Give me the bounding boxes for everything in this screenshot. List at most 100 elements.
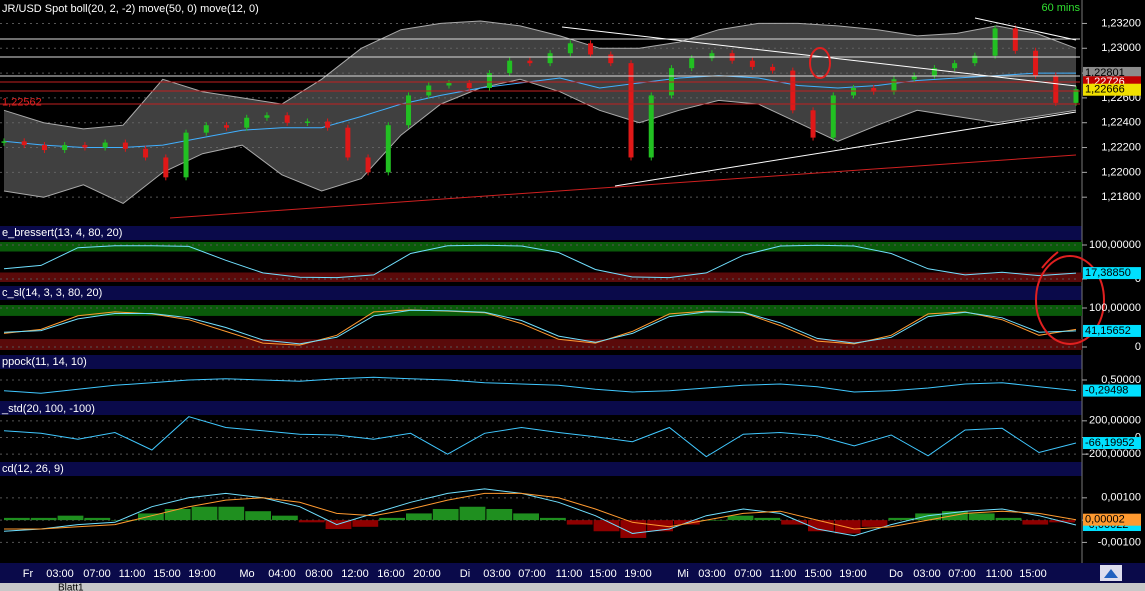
price-tag-label: 0,00002: [1085, 514, 1125, 526]
x-tick-label: Mo: [239, 568, 254, 580]
x-tick-label: Fr: [23, 568, 34, 580]
histogram-bar: [218, 506, 245, 521]
candle: [527, 60, 533, 64]
price-tag: [1083, 83, 1141, 96]
sheet-tab[interactable]: Blatt1: [58, 583, 84, 591]
bollinger-upper: [3, 20, 1077, 130]
candle: [406, 95, 412, 126]
y-tick-label: 0,00100: [1101, 492, 1141, 504]
overbought-zone: [0, 305, 1082, 316]
histogram-bar: [4, 517, 30, 521]
histogram-bar: [834, 520, 861, 534]
candle: [325, 121, 331, 128]
candle: [486, 73, 492, 88]
overbought-zone: [0, 242, 1082, 252]
candle: [830, 95, 836, 138]
candle: [851, 87, 857, 96]
candle: [992, 28, 998, 56]
histogram-bar: [593, 520, 620, 532]
candle: [931, 68, 937, 76]
panel-label: cd(12, 26, 9): [2, 463, 64, 475]
panel-label: c_sl(14, 3, 3, 80, 20): [2, 287, 102, 299]
candle: [588, 43, 594, 55]
y-tick-label: 1,22000: [1101, 166, 1141, 178]
y-tick-label: 100,00000: [1089, 302, 1141, 314]
price-label: 1,22562: [2, 97, 42, 109]
candle: [1033, 50, 1039, 76]
x-tick-label: 15:00: [1019, 568, 1047, 580]
x-tick-label: 11:00: [770, 568, 797, 580]
histogram-bar: [968, 513, 995, 521]
indicator-line: [3, 416, 1077, 458]
histogram-bar: [111, 520, 137, 521]
x-tick-label: Mi: [677, 568, 689, 580]
histogram-bar: [754, 517, 781, 521]
x-tick-label: 19:00: [839, 568, 867, 580]
panel-header: [0, 226, 1082, 240]
histogram-bar: [459, 506, 486, 521]
candle: [567, 43, 573, 54]
annotation-stroke: [1041, 251, 1059, 269]
histogram-bar: [84, 517, 111, 521]
histogram-bar: [486, 508, 513, 521]
price-tag: [1083, 437, 1141, 450]
y-tick-label: 1,23000: [1101, 42, 1141, 54]
trend-line: [614, 111, 1077, 187]
histogram-bar: [406, 513, 432, 521]
candle: [143, 148, 149, 158]
panel-label: JR/USD Spot boll(20, 2, -2) move(50, 0) …: [2, 3, 259, 15]
x-tick-label: 07:00: [734, 568, 762, 580]
candle: [264, 115, 270, 118]
x-tick-label: 03:00: [483, 568, 511, 580]
x-tick-label: 19:00: [624, 568, 652, 580]
candle: [952, 63, 958, 69]
candle: [41, 145, 47, 151]
histogram-bar: [352, 520, 379, 527]
candle: [365, 157, 371, 173]
candle: [1, 141, 7, 143]
panel-header: [0, 355, 1082, 369]
panel-header: [0, 401, 1082, 415]
candle: [183, 132, 189, 178]
x-tick-label: 03:00: [698, 568, 726, 580]
x-tick-label: 03:00: [46, 568, 74, 580]
oversold-zone: [0, 272, 1082, 282]
candle: [203, 125, 209, 133]
histogram-bar: [1022, 520, 1049, 525]
candle: [770, 66, 776, 71]
price-tag-label: 1,22801: [1085, 67, 1125, 79]
histogram-bar: [30, 517, 57, 521]
annotation-circle: [1035, 255, 1105, 345]
candle: [102, 142, 108, 148]
price-tag-label: -0,29498: [1085, 385, 1128, 397]
candle: [163, 157, 169, 178]
price-tag: [1083, 267, 1141, 280]
candle: [628, 63, 634, 158]
x-tick-label: 04:00: [268, 568, 296, 580]
x-tick-label: 15:00: [153, 568, 181, 580]
price-tag-label: 41,15652: [1085, 325, 1131, 337]
histogram-bar: [995, 517, 1022, 521]
x-tick-label: 08:00: [305, 568, 333, 580]
histogram-bar: [915, 513, 941, 521]
trend-line: [974, 17, 1077, 41]
candle: [466, 83, 472, 88]
candle: [82, 145, 88, 148]
candle: [608, 54, 614, 64]
timeframe: 60 mins: [1041, 2, 1080, 14]
histogram-bar: [808, 520, 834, 532]
histogram-bar: [191, 506, 218, 521]
histogram-bar: [432, 508, 459, 521]
histogram-bar: [513, 513, 539, 521]
x-tick-label: 07:00: [83, 568, 111, 580]
candle: [972, 55, 978, 64]
price-tag-label: 17,38850: [1085, 267, 1131, 279]
y-tick-label: 1,22200: [1101, 141, 1141, 153]
indicator-line: [3, 376, 1077, 394]
y-tick-label: 1,22400: [1101, 117, 1141, 129]
x-tick-label: 16:00: [377, 568, 405, 580]
x-tick-label: 20:00: [413, 568, 441, 580]
